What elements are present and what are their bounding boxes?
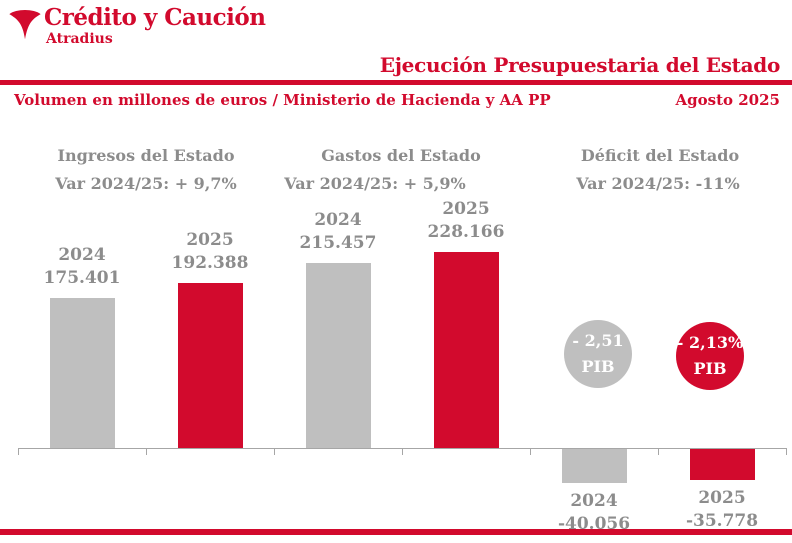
x-axis-tick <box>786 448 787 455</box>
bottom-rule <box>0 529 792 535</box>
badge-value: - 2,13% <box>676 333 744 352</box>
header-rule <box>0 80 792 85</box>
group-title: Déficit del Estado <box>580 146 740 165</box>
bar-label-2024: 2024 215.457 <box>273 209 403 255</box>
bar-label-2025: 2025 228.166 <box>401 198 531 244</box>
bar-2024 <box>305 263 371 448</box>
x-axis-tick <box>146 448 147 455</box>
badge-unit: PIB <box>693 359 727 378</box>
report-date: Agosto 2025 <box>675 91 780 109</box>
group-variation: Var 2024/25: + 5,9% <box>284 174 466 193</box>
x-axis-tick <box>274 448 275 455</box>
chart-subtitle: Volumen en millones de euros / Ministeri… <box>14 91 551 109</box>
bar-label-value: 192.388 <box>171 253 249 273</box>
bar-label-value: -35.778 <box>685 511 759 531</box>
bar-label-year: 2024 <box>58 245 106 265</box>
x-axis-tick <box>18 448 19 455</box>
page-title: Ejecución Presupuestaria del Estado <box>379 53 781 77</box>
bar-label-year: 2024 <box>314 210 362 230</box>
bar-label-2025: 2025 192.388 <box>145 229 275 275</box>
bar-label-2024: 2024 175.401 <box>17 244 147 290</box>
x-axis-tick <box>402 448 403 455</box>
bar-2024 <box>49 298 115 448</box>
bar-label-year: 2024 <box>570 491 618 511</box>
group-variation: Var 2024/25: + 9,7% <box>55 174 237 193</box>
badge-value: - 2,51 <box>572 331 624 350</box>
bar-label-value: 228.166 <box>427 222 505 242</box>
badge-unit: PIB <box>581 357 615 376</box>
pib-badge-2025: - 2,13% PIB <box>676 322 744 390</box>
bar-label-2025: 2025 -35.778 <box>657 487 787 533</box>
bar-label-value: 175.401 <box>43 268 121 288</box>
bar-2024 <box>561 449 627 483</box>
bar-label-year: 2025 <box>698 488 746 508</box>
group-title: Ingresos del Estado <box>57 146 235 165</box>
x-axis-tick <box>658 448 659 455</box>
brand-name: Crédito y Caución <box>44 4 266 31</box>
bar-2025 <box>177 283 243 448</box>
brand-logo: Crédito y Caución Atradius <box>8 4 266 47</box>
bar-label-value: 215.457 <box>299 233 377 253</box>
bar-2025 <box>689 449 755 480</box>
pib-badge-2024: - 2,51 PIB <box>564 320 632 388</box>
brand-triblade-icon <box>9 10 41 40</box>
bar-2025 <box>433 252 499 448</box>
brand-subname: Atradius <box>46 31 113 47</box>
bar-label-year: 2025 <box>442 199 490 219</box>
x-axis-tick <box>530 448 531 455</box>
bar-label-year: 2025 <box>186 230 234 250</box>
group-variation: Var 2024/25: -11% <box>576 174 740 193</box>
group-title: Gastos del Estado <box>321 146 481 165</box>
